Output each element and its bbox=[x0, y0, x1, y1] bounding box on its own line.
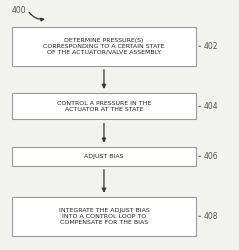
FancyBboxPatch shape bbox=[12, 27, 196, 66]
Text: ADJUST BIAS: ADJUST BIAS bbox=[84, 154, 124, 159]
Text: CONTROL A PRESSURE IN THE
ACTUATOR AT THE STATE: CONTROL A PRESSURE IN THE ACTUATOR AT TH… bbox=[57, 101, 151, 112]
FancyBboxPatch shape bbox=[12, 93, 196, 120]
Text: DETERMINE PRESSURE(S)
CORRESPONDING TO A CERTAIN STATE
OF THE ACTUATOR/VALVE ASS: DETERMINE PRESSURE(S) CORRESPONDING TO A… bbox=[43, 38, 165, 54]
Text: 402: 402 bbox=[203, 42, 218, 51]
FancyBboxPatch shape bbox=[12, 197, 196, 235]
Text: 408: 408 bbox=[203, 212, 218, 221]
Text: 400: 400 bbox=[12, 6, 27, 15]
FancyBboxPatch shape bbox=[12, 147, 196, 166]
Text: 404: 404 bbox=[203, 102, 218, 111]
Text: INTEGRATE THE ADJUST BIAS
INTO A CONTROL LOOP TO
COMPENSATE FOR THE BIAS: INTEGRATE THE ADJUST BIAS INTO A CONTROL… bbox=[59, 208, 149, 224]
Text: 406: 406 bbox=[203, 152, 218, 161]
